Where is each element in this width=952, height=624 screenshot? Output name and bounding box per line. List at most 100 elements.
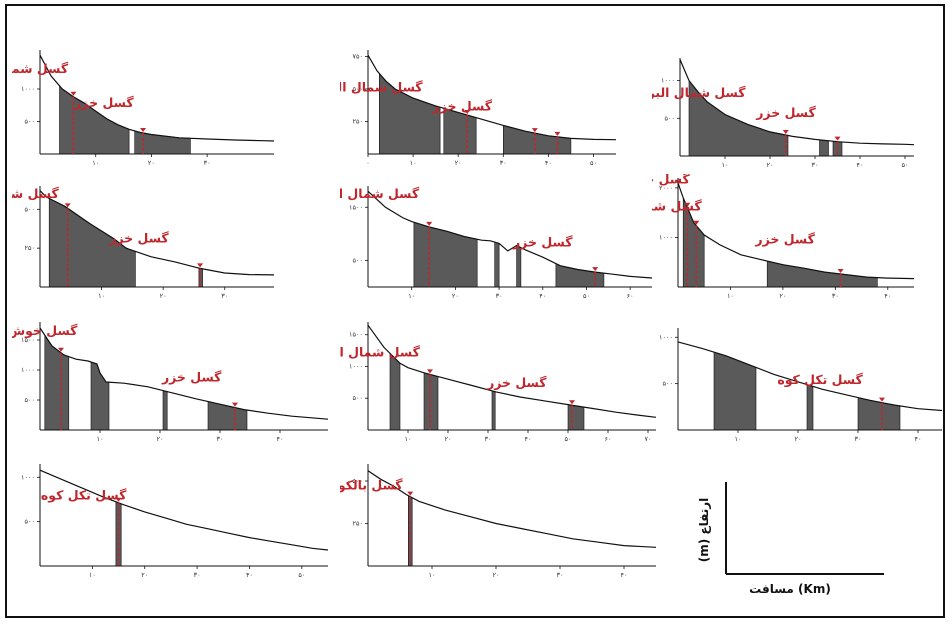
elevation-profile-line	[367, 324, 657, 418]
fault-label-1: گسل شمال البرز	[340, 345, 421, 360]
profile-chart-10: ۵۰۰ ۱۰۰۰ ۱۰ ۲۰ ۳۰ ۴۰ ۵۰ گسل تکل کوه	[21, 464, 329, 579]
x-tick-label: ۱۰	[97, 435, 104, 443]
profile-chart-8: ۵۰۰ ۱۰۰۰ ۱۵۰۰ ۱۰ ۲۰ ۳۰ ۴۰ ۵۰ ۶۰ ۷۰ گسل شمال البرز گ…	[340, 322, 657, 443]
x-tick-label: ۳۰	[194, 571, 201, 579]
fault-label-1: گسل شمال البرز	[340, 186, 420, 201]
x-tick-label: ۱۰	[89, 571, 96, 579]
y-tick-label: ۱۵۰۰	[21, 336, 35, 344]
profile-panel-3: ۵۰۰ ۱۰۰۰ ۱۰ ۲۰ ۳۰ ۴۰ ۵۰ گسل شمال البرز گسل خزر	[652, 52, 920, 174]
y-tick-label: ۱۰۰۰	[661, 77, 675, 85]
elevation-profile-line	[39, 190, 275, 276]
profile-panel-6: ۱۰۰۰ ۲۰۰۰ ۱۰ ۲۰ ۳۰ ۴۰ گسل خوش ییلاق گسل شمال ال…	[652, 174, 920, 305]
x-tick-label: ۶۰	[627, 292, 634, 300]
profile-chart-1: ۵۰۰ ۱۰۰۰ ۱۰ ۲۰ ۳۰ گسل شمال البرز گسل خزر	[12, 50, 275, 167]
x-tick-label: ۲۰	[767, 161, 774, 169]
fault-label-1: گسل بالکور	[340, 478, 403, 493]
fault-label-1: گسل شمال البرز	[652, 85, 746, 100]
elevation-profile-line	[367, 470, 657, 548]
x-tick-label: ۴۰	[277, 435, 284, 443]
fault-label-2: گسل خزر	[486, 375, 547, 390]
fault-marker-1	[464, 110, 471, 114]
x-tick-label: ۳۰	[812, 161, 819, 169]
shaded-segment-4	[555, 263, 605, 288]
y-tick-label: ۷۵۰	[353, 53, 363, 61]
fault-marker-2	[693, 220, 700, 225]
x-tick-label: ۳۰	[832, 292, 839, 300]
y-tick-label: ۲۵۰	[353, 520, 363, 528]
fault-marker-1	[427, 369, 433, 374]
elevation-profile-line	[679, 59, 915, 146]
shaded-segment-1	[389, 352, 401, 431]
x-tick-label: ۲۰	[493, 571, 500, 579]
fault-marker-3	[837, 268, 844, 273]
x-tick-label: ۲۰	[148, 159, 155, 167]
x-tick-label: ۲۰	[445, 435, 452, 443]
fault-label-2: گسل خزر	[512, 235, 573, 250]
fault-marker-1	[70, 91, 77, 96]
shaded-segment-3	[162, 390, 168, 431]
elevation-profile-line	[39, 327, 329, 420]
profile-chart-6: ۱۰۰۰ ۲۰۰۰ ۱۰ ۲۰ ۳۰ ۴۰ گسل خوش ییلاق گسل شمال ال…	[652, 174, 915, 300]
shaded-segment-2	[423, 372, 439, 431]
fault-marker-1	[407, 491, 414, 496]
fault-marker-2	[140, 128, 147, 133]
fault-marker-3	[554, 131, 561, 136]
y-tick-label: ۱۰۰۰	[659, 333, 673, 341]
x-tick-label: ۲۰	[452, 292, 459, 300]
shaded-segment-2	[494, 241, 500, 288]
fault-marker-1	[58, 347, 64, 352]
shaded-segment-2	[443, 107, 477, 155]
x-tick-label: ۴۰	[857, 161, 864, 169]
x-tick-label: ۲۰	[157, 435, 164, 443]
x-tick-label: ۴۰	[621, 571, 628, 579]
x-tick-label: ۲۰	[795, 435, 802, 443]
fault-label-1: گسل تکل کوه	[41, 488, 127, 503]
shaded-segment-1	[713, 351, 757, 431]
x-tick-label: ۳۰	[485, 435, 492, 443]
y-tick-label: ۲۵۰	[353, 118, 363, 126]
elevation-profile-line	[677, 182, 915, 280]
fault-marker-2	[531, 128, 538, 133]
fault-marker-1	[782, 130, 789, 135]
shaded-segment-3	[516, 244, 522, 288]
elevation-profile-line	[367, 190, 653, 279]
profile-chart-11: ۲۵۰ ۵۰۰ ۱۰ ۲۰ ۳۰ ۴۰ گسل بالکور	[340, 464, 657, 579]
shaded-segment-1	[408, 495, 413, 567]
x-tick-label: ۵۰	[902, 161, 909, 169]
x-tick-label: ۴۰	[915, 435, 922, 443]
fault-label-2: گسل خزر	[432, 98, 493, 113]
x-tick-label: ۱۰	[722, 161, 729, 169]
x-tick-label: ۵۰	[298, 571, 305, 579]
profile-panel-5: ۵۰۰ ۱۵۰۰ ۱۰ ۲۰ ۳۰ ۴۰ ۵۰ ۶۰ گسل شمال البرز گسل خزر	[340, 180, 658, 305]
x-tick-label: ۰	[366, 159, 370, 167]
profile-chart-4: ۲۵۰ ۵۰۰ ۱۰ ۲۰ ۳۰ گسل شمال البرز گسل خزر	[12, 186, 275, 300]
x-tick-label: ۱۰	[92, 159, 99, 167]
x-tick-label: ۱۰	[405, 435, 412, 443]
fault-marker-2	[592, 267, 599, 272]
y-tick-label: ۵۰۰	[25, 518, 35, 526]
fault-label-1: گسل شمال البرز	[340, 80, 423, 95]
y-tick-label: ۵۰۰	[353, 85, 363, 93]
profile-chart-9: ۵۰۰ ۱۰۰۰ ۱۰ ۲۰ ۳۰ ۴۰ گسل تکل کوه	[659, 328, 943, 443]
x-tick-label: ۷۰	[645, 435, 652, 443]
y-tick-label: ۱۵۰۰	[349, 331, 363, 339]
y-tick-label: ۲۰۰۰	[659, 184, 673, 192]
x-tick-label: ۱۰	[98, 292, 105, 300]
x-tick-label: ۴۰	[539, 292, 546, 300]
fault-marker-1	[426, 221, 433, 226]
y-tick-label: ۱۰۰۰	[21, 85, 35, 93]
elevation-profile-line	[677, 341, 943, 412]
profile-panel-1: ۵۰۰ ۱۰۰۰ ۱۰ ۲۰ ۳۰ گسل شمال البرز گسل خزر	[12, 44, 280, 172]
x-tick-label: ۲۰	[160, 292, 167, 300]
shaded-segment-1	[413, 221, 478, 288]
y-tick-label: ۵۰۰	[25, 118, 35, 126]
fault-marker-2	[834, 136, 841, 141]
x-tick-label: ۳۰	[221, 292, 228, 300]
x-tick-label: ۴۰	[525, 435, 532, 443]
x-tick-label: ۵۰	[590, 159, 597, 167]
profile-chart-5: ۵۰۰ ۱۵۰۰ ۱۰ ۲۰ ۳۰ ۴۰ ۵۰ ۶۰ گسل شمال البرز گسل خزر	[340, 186, 653, 300]
fault-label-1: گسل تکل کوه	[777, 372, 863, 387]
y-tick-label: ۵۰۰	[25, 205, 35, 213]
elevation-profile-line	[367, 54, 617, 141]
shaded-segment-4	[567, 404, 585, 431]
